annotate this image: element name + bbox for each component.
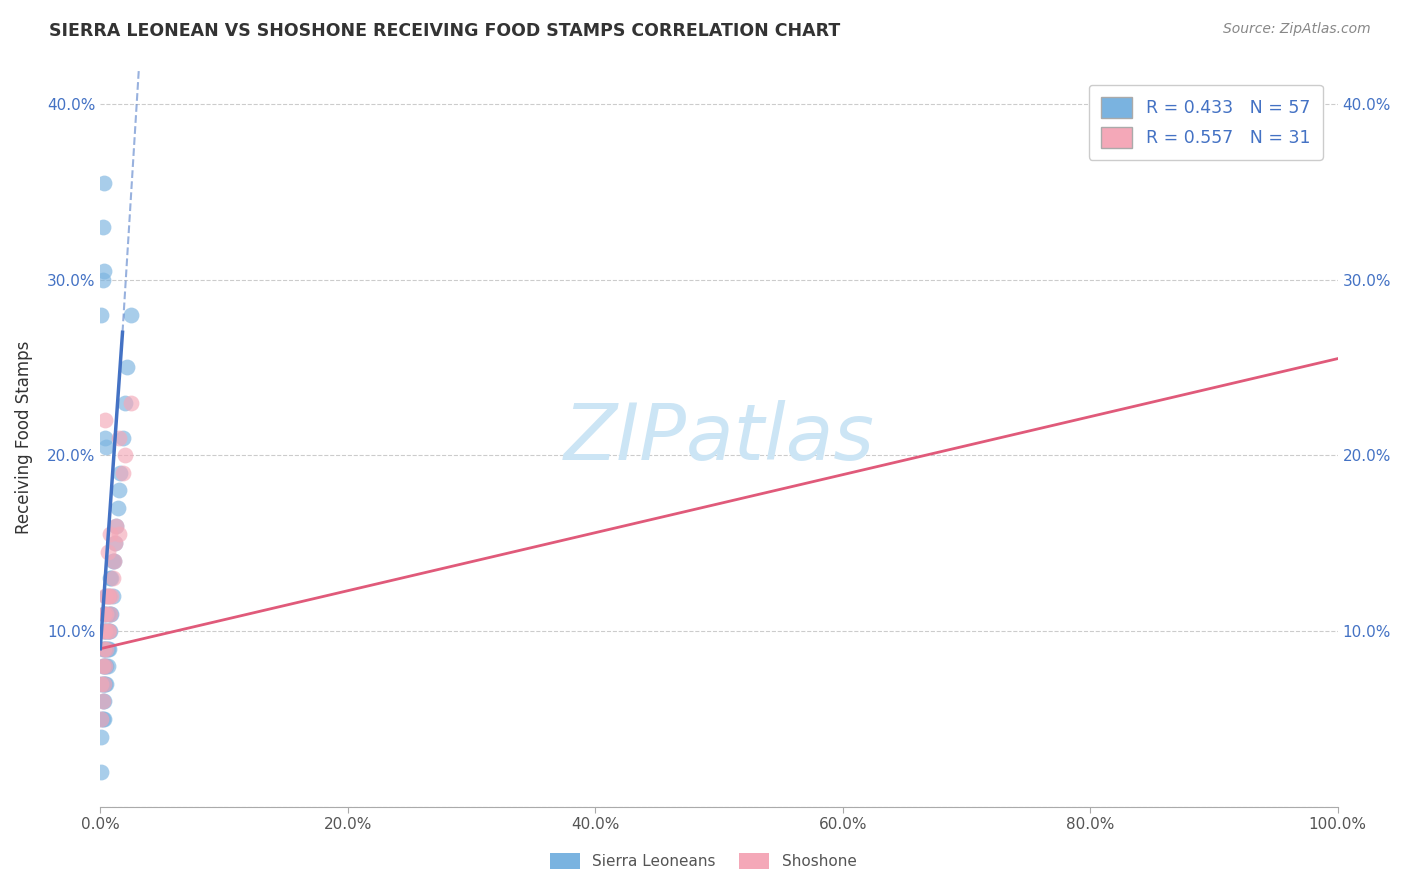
Point <box>98 607 121 621</box>
Point <box>91 694 114 708</box>
Point <box>114 448 136 462</box>
Point <box>111 466 134 480</box>
Point <box>98 607 121 621</box>
Point <box>100 607 122 621</box>
Point <box>97 659 120 673</box>
Text: SIERRA LEONEAN VS SHOSHONE RECEIVING FOOD STAMPS CORRELATION CHART: SIERRA LEONEAN VS SHOSHONE RECEIVING FOO… <box>49 22 841 40</box>
Point <box>96 659 118 673</box>
Point <box>97 641 120 656</box>
Point <box>96 624 118 639</box>
Point <box>114 395 136 409</box>
Point <box>94 607 117 621</box>
Point <box>96 589 118 603</box>
Point <box>91 659 114 673</box>
Point <box>97 624 120 639</box>
Point <box>94 589 117 603</box>
Point <box>103 554 125 568</box>
Point <box>94 641 117 656</box>
Text: Source: ZipAtlas.com: Source: ZipAtlas.com <box>1223 22 1371 37</box>
Point <box>101 554 124 568</box>
Point <box>94 624 117 639</box>
Point <box>91 219 114 234</box>
Point <box>93 607 115 621</box>
Point <box>98 527 121 541</box>
Point <box>93 677 115 691</box>
Point <box>96 641 118 656</box>
Point <box>108 483 131 498</box>
Point <box>93 624 115 639</box>
Point <box>97 624 120 639</box>
Y-axis label: Receiving Food Stamps: Receiving Food Stamps <box>15 341 32 534</box>
Point <box>96 641 118 656</box>
Point <box>93 677 115 691</box>
Point <box>98 624 121 639</box>
Point <box>97 607 120 621</box>
Point <box>93 659 115 673</box>
Point <box>90 677 112 691</box>
Point <box>96 440 118 454</box>
Point <box>90 677 112 691</box>
Point <box>94 624 117 639</box>
Legend: R = 0.433   N = 57, R = 0.557   N = 31: R = 0.433 N = 57, R = 0.557 N = 31 <box>1088 85 1323 160</box>
Point <box>97 624 120 639</box>
Point <box>93 607 115 621</box>
Point <box>94 659 117 673</box>
Point <box>93 694 115 708</box>
Point <box>90 712 112 726</box>
Point <box>90 764 112 779</box>
Point <box>103 554 125 568</box>
Point <box>93 263 115 277</box>
Point <box>120 308 142 322</box>
Point <box>101 589 124 603</box>
Point <box>120 395 142 409</box>
Point <box>93 176 115 190</box>
Point <box>96 677 118 691</box>
Point <box>100 571 122 585</box>
Point <box>94 413 117 427</box>
Point <box>105 518 128 533</box>
Point <box>108 466 131 480</box>
Point <box>91 272 114 286</box>
Point <box>108 527 131 541</box>
Point <box>91 659 114 673</box>
Point <box>96 607 118 621</box>
Point <box>93 641 115 656</box>
Point <box>97 589 120 603</box>
Point <box>117 360 139 375</box>
Point <box>101 571 124 585</box>
Point <box>97 545 120 559</box>
Point <box>97 641 120 656</box>
Point <box>97 589 120 603</box>
Point <box>91 624 114 639</box>
Point <box>91 712 114 726</box>
Point <box>90 730 112 744</box>
Point <box>98 571 121 585</box>
Point <box>97 624 120 639</box>
Point <box>107 501 129 516</box>
Point <box>100 589 122 603</box>
Point <box>111 431 134 445</box>
Point <box>93 641 115 656</box>
Point <box>90 712 112 726</box>
Point <box>91 677 114 691</box>
Point <box>104 536 127 550</box>
Text: ZIPatlas: ZIPatlas <box>564 400 875 475</box>
Point <box>97 589 120 603</box>
Point <box>93 712 115 726</box>
Point <box>91 694 114 708</box>
Legend: Sierra Leoneans, Shoshone: Sierra Leoneans, Shoshone <box>544 847 862 875</box>
Point <box>91 641 114 656</box>
Point <box>104 536 127 550</box>
Point <box>94 431 117 445</box>
Point <box>94 677 117 691</box>
Point <box>108 431 131 445</box>
Point <box>90 308 112 322</box>
Point <box>94 659 117 673</box>
Point <box>105 518 128 533</box>
